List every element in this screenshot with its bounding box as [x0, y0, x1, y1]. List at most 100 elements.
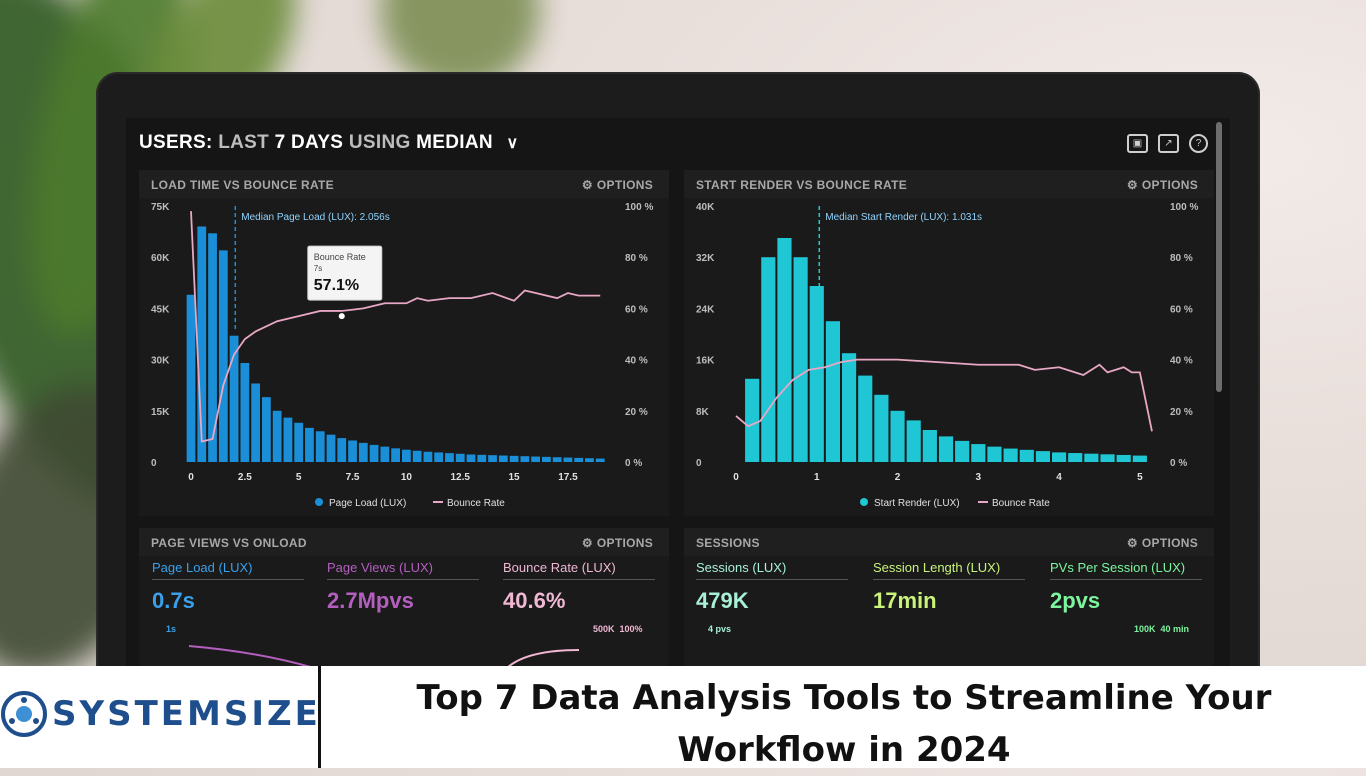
- y-right-tick-label: 0 %: [625, 458, 642, 469]
- y-tick-label: 30K: [151, 356, 170, 367]
- bar: [542, 456, 551, 462]
- bar: [315, 431, 325, 462]
- y-tick-label: 60K: [151, 253, 170, 264]
- gear-icon: ⚙: [1126, 178, 1138, 192]
- bar: [283, 417, 293, 462]
- footer-divider: [318, 666, 321, 768]
- bar: [229, 335, 239, 462]
- x-tick-label: 2.5: [238, 472, 252, 483]
- legend-label: Start Render (LUX): [874, 498, 960, 509]
- bar: [955, 440, 970, 462]
- bar: [445, 453, 454, 462]
- bounce-rate-line: [190, 211, 601, 443]
- bar: [1003, 448, 1018, 462]
- y-right-tick-label: 60 %: [1170, 304, 1193, 315]
- bar: [337, 438, 347, 462]
- bar: [595, 458, 605, 462]
- y-right-tick-label: 20 %: [1170, 407, 1193, 418]
- y-tick-label: 0: [696, 458, 702, 469]
- tooltip-marker: [338, 313, 345, 320]
- sessions-panel: SESSIONS ⚙ OPTIONS Sessions (LUX) 479K 4 …: [684, 528, 1214, 668]
- bar: [809, 286, 824, 462]
- systemsize-logo[interactable]: SYSTEMSIZE: [0, 690, 321, 738]
- bar: [488, 455, 497, 462]
- tooltip-box: [307, 245, 383, 301]
- median-label: Median Page Load (LUX): 2.056s: [241, 212, 389, 223]
- x-tick-label: 7.5: [346, 472, 360, 483]
- bar: [1019, 449, 1034, 462]
- median-label: Median Start Render (LUX): 1.031s: [825, 212, 982, 223]
- y-tick-label: 0: [151, 458, 157, 469]
- legend-label: Bounce Rate: [992, 498, 1050, 509]
- options-button[interactable]: ⚙ OPTIONS: [1126, 178, 1198, 192]
- bar: [240, 363, 250, 462]
- bar: [890, 410, 905, 462]
- panel-title: START RENDER VS BOUNCE RATE: [696, 178, 907, 192]
- bar: [434, 452, 444, 462]
- y-tick-label: 32K: [696, 253, 715, 264]
- start-render-chart: 0 8K 16K 24K 32K 40K 0 % 20 % 40 % 60 % 80 % 100 % 0…: [696, 202, 1198, 509]
- y-right-tick-label: 40 %: [625, 356, 648, 367]
- metric-pvs-per-session: PVs Per Session (LUX) 2pvs 100K 40 min: [1050, 560, 1202, 634]
- bar: [858, 375, 873, 462]
- bar: [251, 383, 260, 462]
- legend-label: Bounce Rate: [447, 498, 505, 509]
- legend-swatch-bars: [860, 498, 868, 506]
- y-right-tick-label: 40 %: [1170, 356, 1193, 367]
- options-button[interactable]: ⚙ OPTIONS: [1126, 536, 1198, 550]
- bar: [402, 449, 411, 462]
- bar: [745, 378, 760, 462]
- metric-sessions: Sessions (LUX) 479K 4 pvs: [696, 560, 848, 634]
- bar: [574, 457, 584, 462]
- dashboard-title[interactable]: USERS: LAST 7 DAYS USING MEDIAN ∨: [139, 132, 519, 153]
- y-right-tick-label: 60 %: [625, 304, 648, 315]
- help-icon[interactable]: ?: [1189, 134, 1208, 153]
- chevron-down-icon[interactable]: ∨: [506, 135, 519, 152]
- y-tick-label: 16K: [696, 356, 715, 367]
- metric-session-length: Session Length (LUX) 17min: [873, 560, 1025, 614]
- bar: [208, 233, 217, 462]
- bar: [455, 453, 465, 462]
- page-views-sparkline: [188, 645, 580, 668]
- bar: [1100, 454, 1115, 462]
- load-time-chart: 0 15K 30K 45K 60K 75K 0 % 20 % 40 % 60 % 80 % 100 %…: [151, 202, 653, 509]
- y-tick-label: 24K: [696, 304, 715, 315]
- bar: [218, 250, 228, 462]
- bar: [369, 444, 379, 462]
- legend-swatch-bars: [315, 498, 323, 506]
- metric-page-load: Page Load (LUX) 0.7s 1s: [152, 560, 304, 634]
- bar: [842, 353, 857, 462]
- bar: [358, 442, 368, 462]
- bar: [262, 397, 271, 462]
- bar: [305, 427, 314, 462]
- bar: [777, 238, 792, 462]
- y-tick-label: 45K: [151, 304, 170, 315]
- y-tick-label: 8K: [696, 407, 710, 418]
- headline: Top 7 Data Analysis Tools to Streamline …: [416, 678, 1272, 770]
- metric-bounce-rate: Bounce Rate (LUX) 40.6% 500K 100%: [503, 560, 655, 634]
- bar: [1132, 455, 1147, 462]
- panel-title: LOAD TIME VS BOUNCE RATE: [151, 178, 334, 192]
- bar: [272, 410, 282, 462]
- y-tick-label: 75K: [151, 202, 170, 213]
- bar: [391, 448, 400, 462]
- options-button[interactable]: ⚙ OPTIONS: [581, 536, 653, 550]
- bar: [585, 458, 594, 462]
- bar: [348, 440, 357, 462]
- bar: [563, 457, 573, 462]
- x-tick-label: 15: [509, 472, 521, 483]
- options-button[interactable]: ⚙ OPTIONS: [581, 178, 653, 192]
- footer-banner: SYSTEMSIZE Top 7 Data Analysis Tools to …: [0, 666, 1366, 770]
- bar: [412, 450, 422, 462]
- gear-icon: ⚙: [1126, 536, 1138, 550]
- bar: [520, 456, 530, 462]
- page-views-panel: PAGE VIEWS VS ONLOAD ⚙ OPTIONS Page Load …: [139, 528, 669, 668]
- scrollbar[interactable]: [1216, 122, 1222, 392]
- share-icon[interactable]: ↗: [1158, 134, 1179, 153]
- legend-label: Page Load (LUX): [329, 498, 406, 509]
- tooltip-value: 57.1%: [314, 277, 359, 294]
- bounce-rate-tooltip: Bounce Rate 7s 57.1%: [307, 245, 383, 320]
- monitor-icon[interactable]: ▣: [1127, 134, 1148, 153]
- bounce-rate-line: [735, 358, 1153, 432]
- bar: [1084, 453, 1099, 462]
